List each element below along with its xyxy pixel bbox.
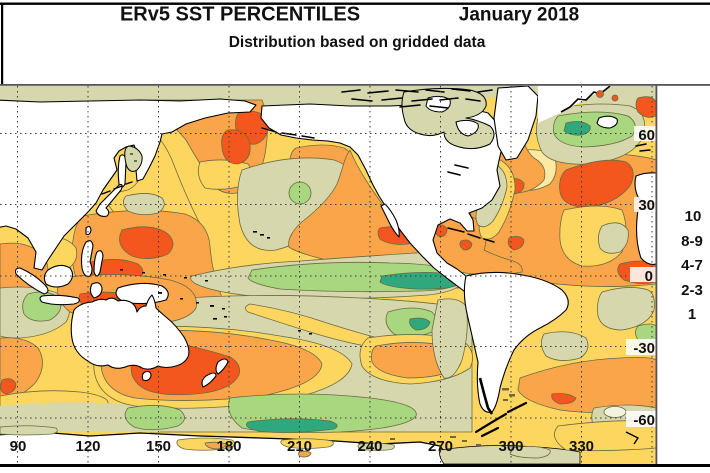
svg-text:270: 270 bbox=[428, 438, 453, 455]
svg-text:210: 210 bbox=[287, 438, 312, 455]
svg-text:330: 330 bbox=[569, 438, 594, 455]
svg-text:240: 240 bbox=[357, 438, 382, 455]
svg-text:ERv5 SST PERCENTILES: ERv5 SST PERCENTILES bbox=[120, 4, 360, 26]
svg-text:2-3: 2-3 bbox=[681, 282, 703, 299]
svg-text:January 2018: January 2018 bbox=[459, 5, 579, 26]
svg-text:300: 300 bbox=[498, 438, 523, 455]
svg-text:10: 10 bbox=[685, 208, 702, 225]
svg-text:150: 150 bbox=[146, 438, 171, 455]
svg-text:120: 120 bbox=[75, 438, 100, 455]
svg-text:4-7: 4-7 bbox=[681, 257, 703, 274]
svg-text:0: 0 bbox=[645, 268, 653, 285]
svg-text:8-9: 8-9 bbox=[681, 233, 703, 250]
svg-text:180: 180 bbox=[216, 438, 241, 455]
svg-text:90: 90 bbox=[10, 438, 27, 455]
svg-text:60: 60 bbox=[638, 127, 655, 144]
svg-text:Distribution based on gridded: Distribution based on gridded data bbox=[229, 34, 486, 51]
svg-text:30: 30 bbox=[638, 197, 655, 214]
svg-text:1: 1 bbox=[688, 306, 696, 323]
svg-text:-30: -30 bbox=[633, 340, 655, 357]
svg-text:-60: -60 bbox=[633, 412, 655, 429]
